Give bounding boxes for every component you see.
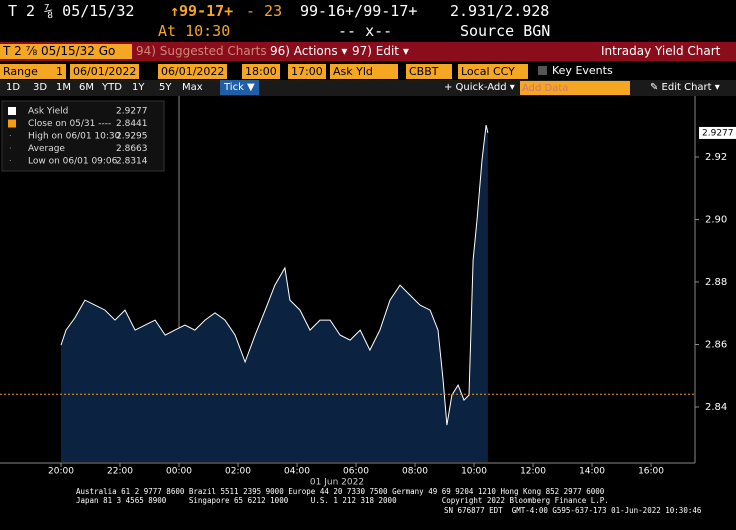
legend-value: 2.9277 — [116, 107, 148, 117]
change: - 23 — [246, 2, 283, 20]
legend-value: 2.9295 — [116, 132, 148, 142]
y-tick-label: 2.84 — [705, 402, 727, 413]
legend-swatch: · — [9, 144, 12, 153]
field[interactable]: Ask Yld — [330, 64, 398, 79]
legend-label: High on 06/01 10:30 — [28, 132, 121, 142]
range-label: Range — [0, 64, 41, 79]
end-time[interactable]: 17:00 — [288, 64, 326, 79]
period-button[interactable]: 3D — [33, 82, 48, 93]
legend-swatch: · — [9, 157, 12, 166]
period-button[interactable]: 6M — [79, 82, 94, 93]
source: Source BGN — [460, 22, 551, 40]
period-button[interactable]: Max — [182, 82, 203, 93]
x-tick-label: 00:00 — [166, 467, 192, 477]
x-tick-label: 16:00 — [638, 467, 664, 477]
edit-chart[interactable]: ✎ Edit Chart ▾ — [650, 82, 720, 93]
period-button[interactable]: YTD — [102, 82, 122, 93]
last-value-box — [699, 126, 736, 139]
size: -- x-- — [338, 22, 393, 40]
quick-add[interactable]: + Quick-Add ▾ — [444, 82, 515, 93]
legend-value: 2.8441 — [116, 119, 148, 129]
legend-label: Low on 06/01 09:06 — [28, 157, 118, 167]
page-title: Intraday Yield Chart — [601, 44, 721, 58]
pricing-source[interactable]: CBBT — [406, 64, 452, 79]
legend-swatch — [8, 107, 16, 115]
period-button[interactable]: 1M — [56, 82, 71, 93]
area — [61, 125, 488, 462]
x-tick-label: 22:00 — [107, 467, 133, 477]
x-tick-label: 20:00 — [48, 467, 74, 477]
end-date[interactable]: 06/01/2022 — [158, 64, 228, 79]
period-button[interactable]: 5Y — [159, 82, 172, 93]
start-time[interactable]: 18:00 — [242, 64, 280, 79]
legend-value: 2.8663 — [116, 144, 148, 154]
bid-ask: 99-16+/99-17+ — [300, 2, 418, 20]
y-tick-label: 2.86 — [705, 340, 727, 351]
y-tick-label: 2.90 — [705, 215, 727, 226]
legend-swatch — [8, 119, 16, 128]
footer-line: SN 676877 EDT GMT-4:00 G595-637-173 01-J… — [444, 506, 702, 515]
legend-label: Average — [28, 144, 65, 154]
currency[interactable]: Local CCY — [458, 64, 528, 79]
period-button[interactable]: 1D — [6, 82, 21, 93]
x-tick-label: 02:00 — [225, 467, 251, 477]
range-num[interactable]: 1 — [40, 64, 66, 79]
price: ↑99-17+ — [170, 2, 234, 20]
legend-box — [1, 100, 165, 172]
x-tick-label: 06:00 — [343, 467, 369, 477]
tick-button[interactable]: Tick ▼ — [220, 80, 259, 95]
chart: Ask Yield 2.9277 Close on 05/31 ---- 2.8441… — [0, 96, 736, 488]
suggested-charts[interactable]: 94) Suggested Charts — [136, 44, 267, 58]
date-label: 01 Jun 2022 — [310, 478, 364, 488]
toolbar — [0, 42, 736, 61]
start-date[interactable]: 06/01/2022 — [70, 64, 140, 79]
y-tick-label: 2.92 — [705, 152, 727, 163]
footer-line: Japan 81 3 4565 8900 Singapore 65 6212 1… — [76, 496, 609, 505]
x-tick-label: 08:00 — [402, 467, 428, 477]
edit-menu[interactable]: 97) Edit ▾ — [352, 44, 409, 58]
x-tick-label: 04:00 — [284, 467, 310, 477]
last-value-label: 2.9277 — [702, 128, 734, 138]
legend-value: 2.8314 — [116, 157, 148, 167]
actions-menu[interactable]: 96) Actions ▾ — [270, 44, 348, 58]
y-tick-label: 2.88 — [705, 277, 727, 288]
security[interactable]: T 2 ⅞ 05/15/32 Go — [0, 44, 132, 59]
add-data[interactable]: Add Data — [520, 81, 630, 95]
legend-swatch: · — [9, 132, 12, 141]
legend-label: Close on 05/31 ---- — [28, 119, 111, 129]
x-tick-label: 12:00 — [520, 467, 546, 477]
yields: 2.931/2.928 — [450, 2, 550, 20]
x-tick-label: 14:00 — [579, 467, 605, 477]
key-events[interactable]: Key Events — [552, 64, 613, 77]
footer-line: Australia 61 2 9777 8600 Brazil 5511 239… — [76, 487, 605, 496]
period-button[interactable]: 1Y — [132, 82, 145, 93]
line — [60, 124, 489, 426]
x-tick-label: 10:00 — [461, 467, 487, 477]
ticker: T 2 ⅞ 05/15/32 — [8, 2, 135, 20]
checkbox[interactable] — [538, 66, 547, 75]
legend-label: Ask Yield — [28, 107, 68, 117]
time: At 10:30 — [158, 22, 231, 40]
